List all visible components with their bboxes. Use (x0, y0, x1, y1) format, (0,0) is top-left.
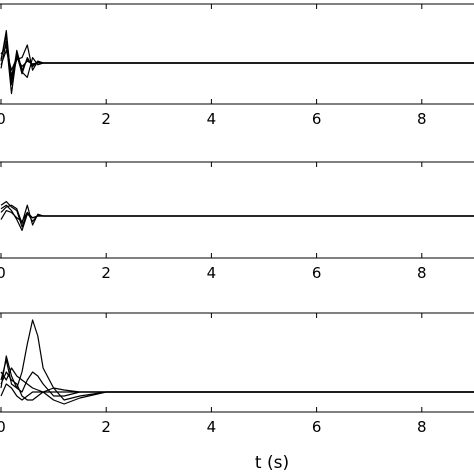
series-line (0, 210, 474, 222)
panels: 0 2 4 6 8 0 2 4 6 8 0 2 4 6 8 (0, 3, 474, 436)
series-line (0, 30, 474, 86)
x-tick-label: 2 (101, 110, 111, 128)
x-tick-label: 0 (0, 264, 6, 282)
x-tick-label: 6 (312, 110, 322, 128)
series-line (0, 204, 474, 226)
series-line (0, 355, 474, 397)
series-line (0, 371, 474, 401)
x-tick-label: 8 (417, 110, 427, 128)
x-tick-label: 4 (207, 110, 217, 128)
x-tick-label: 8 (417, 264, 427, 282)
x-tick-label: 0 (0, 110, 6, 128)
x-tick-label: 4 (207, 264, 217, 282)
series-line (0, 201, 474, 228)
x-axis-title: t (s) (255, 453, 289, 473)
series-line (0, 204, 474, 231)
series-line (0, 49, 474, 71)
x-tick-label: 0 (0, 418, 6, 436)
x-tick-label: 8 (417, 418, 427, 436)
series-line (0, 40, 474, 95)
series-line (0, 383, 474, 401)
x-tick-label: 2 (101, 264, 111, 282)
panel-3: 0 2 4 6 8 (0, 312, 474, 436)
x-tick-label: 6 (312, 264, 322, 282)
series-line (0, 35, 474, 80)
series-line (0, 319, 474, 401)
panel-2: 0 2 4 6 8 (0, 161, 474, 282)
panel-1: 0 2 4 6 8 (0, 3, 474, 128)
series-line (0, 46, 474, 78)
x-tick-label: 6 (312, 418, 322, 436)
x-tick-label: 2 (101, 418, 111, 436)
x-tick-label: 4 (207, 418, 217, 436)
